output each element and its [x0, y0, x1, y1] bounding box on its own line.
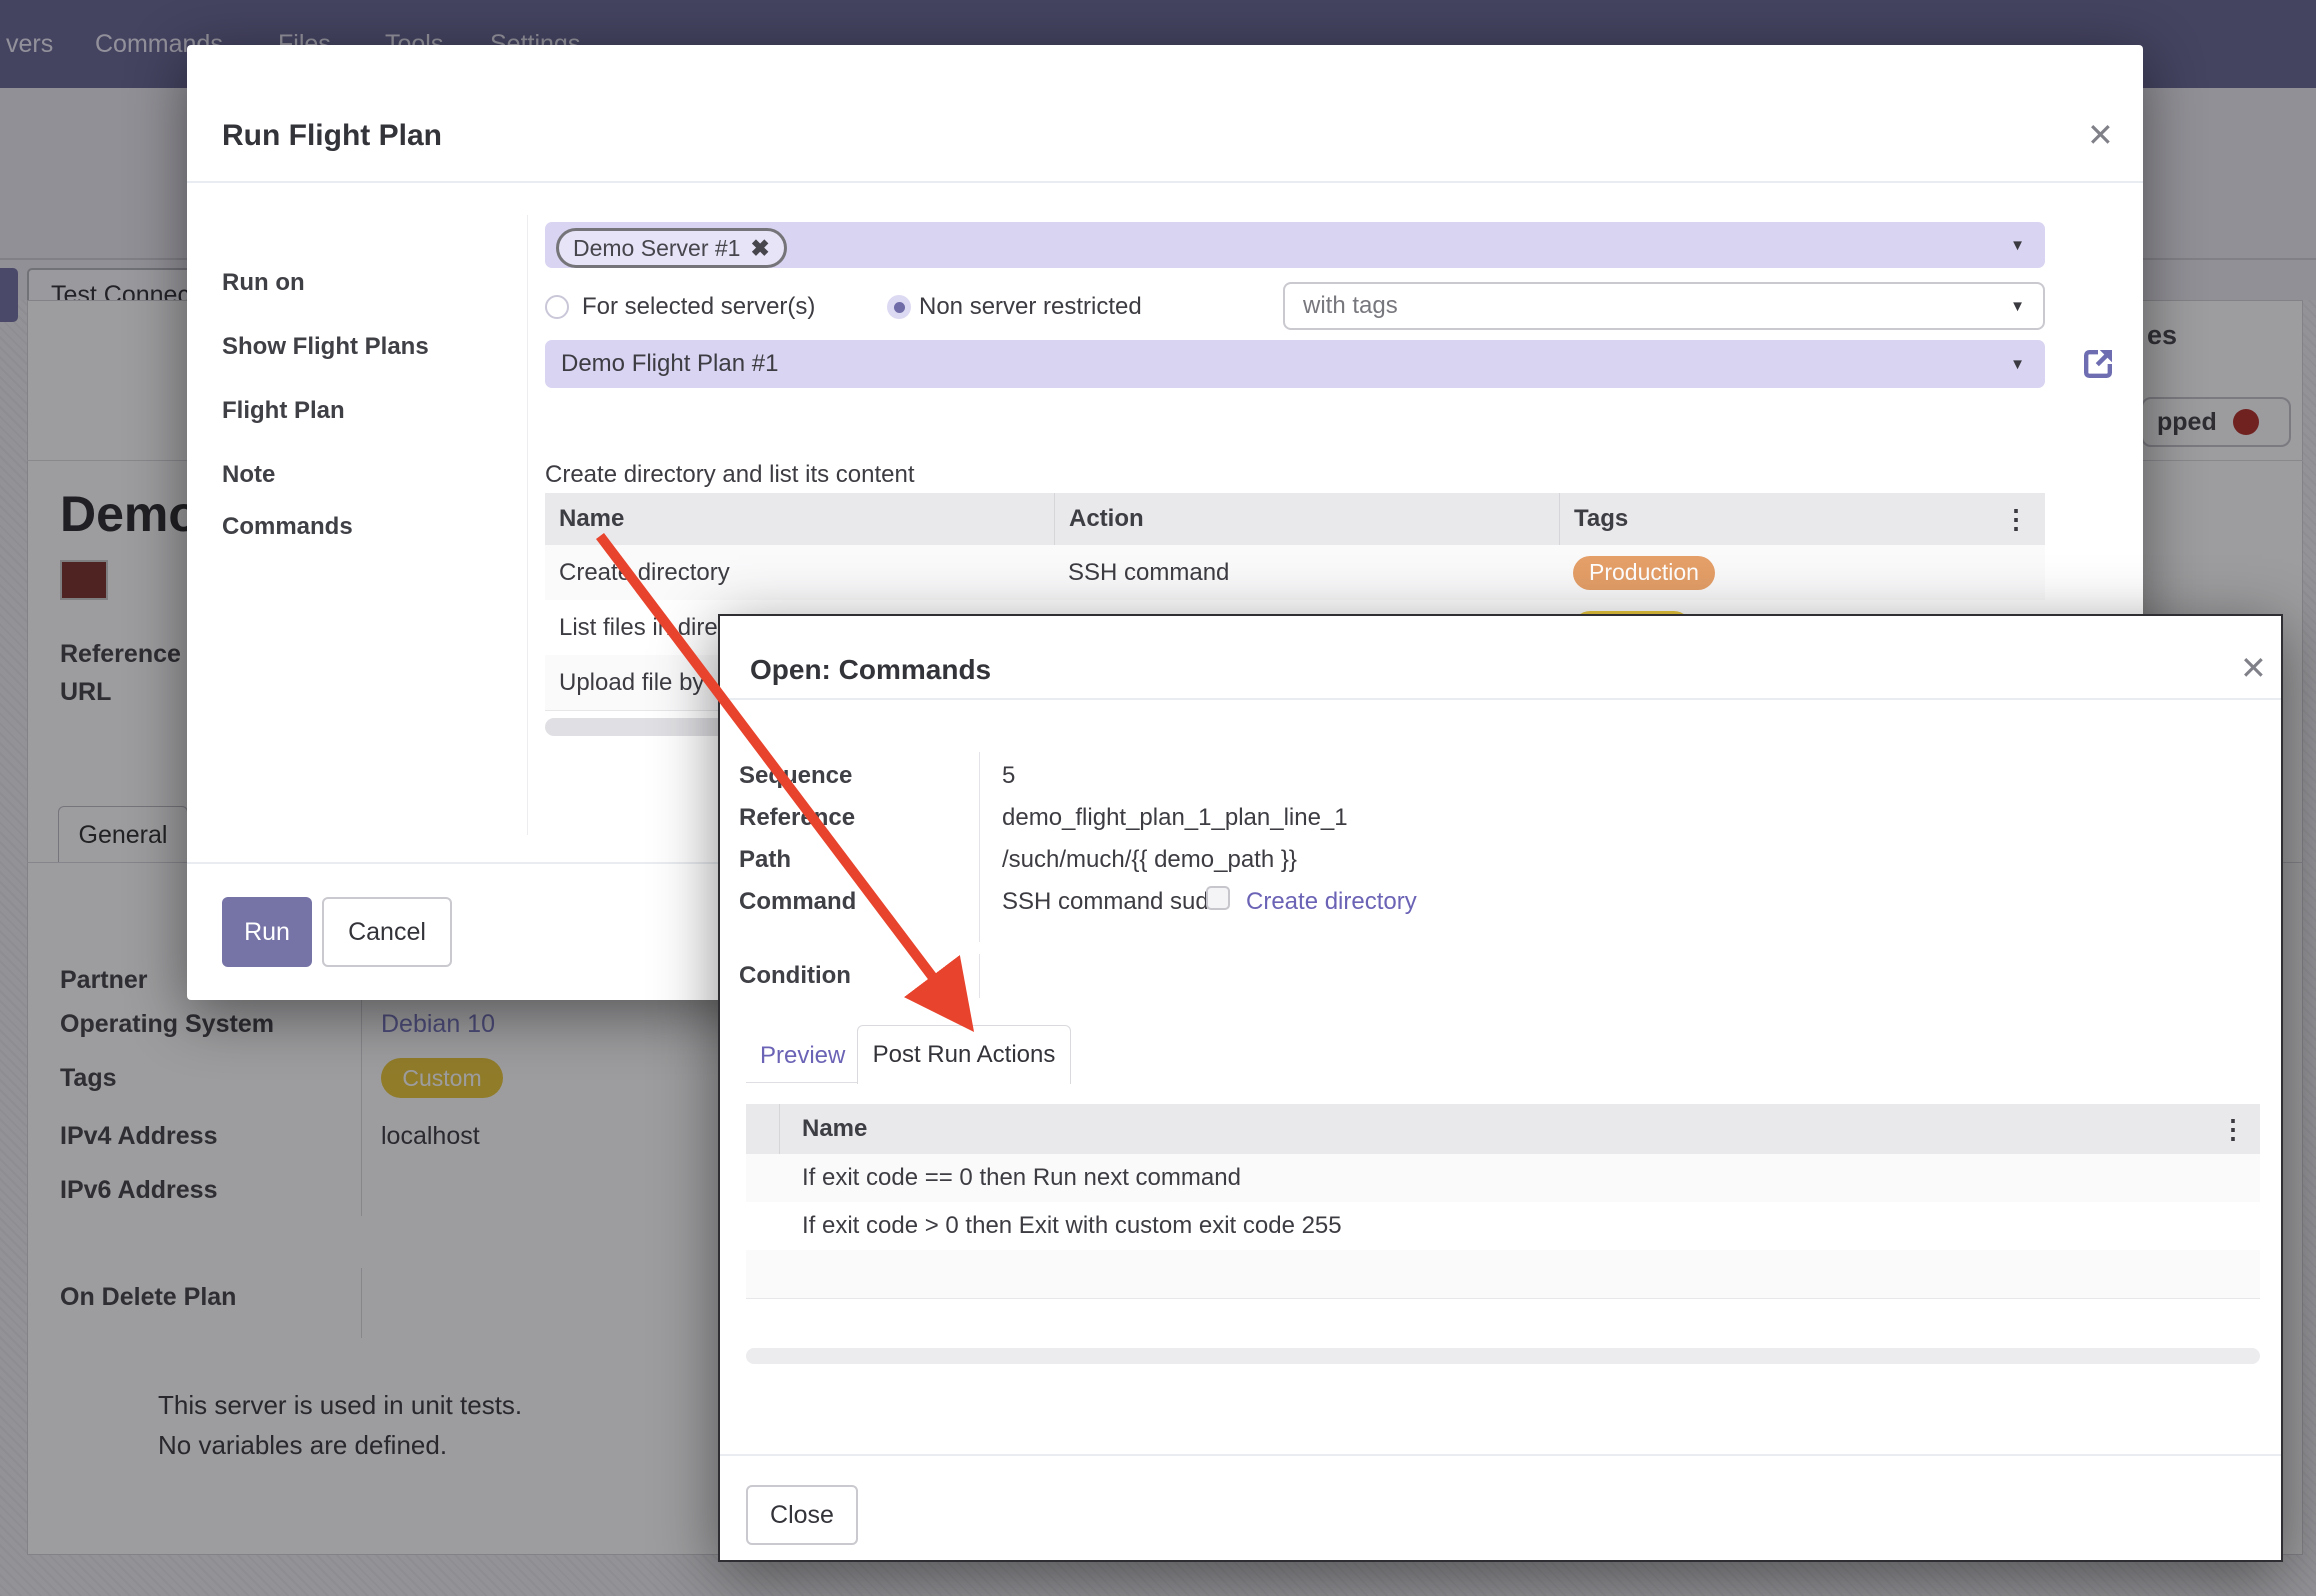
command-value: SSH command sudo [1002, 888, 1223, 915]
on-delete-plan-label: On Delete Plan [60, 1283, 237, 1311]
tab-post-run-actions[interactable]: Post Run Actions [857, 1025, 1071, 1084]
run-on-tag: Demo Server #1 ✖ [556, 228, 787, 268]
col-action[interactable]: Action [1054, 493, 1559, 545]
flight-plan-select[interactable]: Demo Flight Plan #1 ▼ [545, 340, 2045, 388]
row-handle-header-cell [746, 1104, 780, 1154]
ipv4-value: localhost [381, 1122, 480, 1150]
url-label: URL [60, 678, 112, 706]
post-run-row[interactable]: If exit code == 0 then Run next command [746, 1154, 2260, 1203]
radio-non-server-restricted-label[interactable]: Non server restricted [919, 293, 1142, 320]
field-column-separator-2 [361, 1268, 362, 1338]
status-label-fragment: pped [2157, 407, 2217, 436]
create-directory-link[interactable]: Create directory [1246, 888, 1417, 915]
run-button[interactable]: Run [222, 897, 312, 967]
optional-columns-icon[interactable]: ⋮ [2220, 1113, 2246, 1144]
ipv4-label: IPv4 Address [60, 1122, 218, 1150]
run-modal-close-icon[interactable]: ✕ [2087, 117, 2114, 153]
ipv6-label: IPv6 Address [60, 1176, 218, 1204]
path-value: /such/much/{{ demo_path }} [1002, 846, 1297, 873]
tab-preview[interactable]: Preview [760, 1042, 846, 1069]
run-modal-header-divider [187, 181, 2143, 183]
remove-tag-icon[interactable]: ✖ [750, 234, 770, 261]
command-checkbox[interactable] [1206, 886, 1230, 910]
tag-production: Production [1573, 555, 1715, 590]
partner-label: Partner [60, 966, 148, 994]
server-status-button[interactable]: pped [2141, 397, 2291, 447]
with-tags-select[interactable]: with tags ▼ [1283, 282, 2045, 330]
path-label: Path [739, 846, 792, 873]
row-name: Create directory [559, 558, 730, 586]
sequence-label: Sequence [739, 762, 853, 789]
server-title: Demo [60, 486, 199, 542]
plan-note-text: Create directory and list its content [545, 461, 915, 488]
post-run-scrollbar[interactable] [746, 1348, 2260, 1364]
post-run-row-text: If exit code > 0 then Exit with custom e… [802, 1212, 1342, 1239]
commands-table-header: Name Action Tags ⋮ [545, 493, 2045, 545]
cancel-button[interactable]: Cancel [322, 897, 452, 967]
primary-button-fragment[interactable] [0, 268, 18, 322]
unit-test-note-line1: This server is used in unit tests. [158, 1390, 523, 1420]
operating-system-value-link[interactable]: Debian 10 [381, 1010, 495, 1038]
with-tags-value: with tags [1303, 292, 1398, 319]
close-button[interactable]: Close [746, 1485, 858, 1545]
field-column-separator [361, 958, 362, 1216]
open-modal-title: Open: Commands [750, 654, 992, 685]
flight-plan-value: Demo Flight Plan #1 [561, 350, 779, 377]
dropdown-caret-icon: ▼ [2010, 297, 2025, 315]
run-on-select[interactable]: Demo Server #1 ✖ ▼ [545, 222, 2045, 268]
row-action: SSH command [1068, 558, 1230, 586]
radio-for-selected-servers-label[interactable]: For selected server(s) [582, 293, 816, 320]
open-field-separator [979, 752, 980, 942]
reference-field-value: demo_flight_plan_1_plan_line_1 [1002, 804, 1348, 831]
operating-system-label: Operating System [60, 1010, 274, 1038]
condition-separator [979, 954, 980, 998]
show-flight-plans-label: Show Flight Plans [222, 333, 429, 360]
commands-label: Commands [222, 513, 353, 540]
post-run-empty-row [746, 1250, 2260, 1299]
run-on-label: Run on [222, 269, 305, 296]
open-modal-header-divider [720, 698, 2281, 700]
radio-for-selected-servers[interactable] [545, 295, 569, 319]
color-swatch[interactable] [60, 560, 108, 600]
tags-label: Tags [60, 1064, 117, 1092]
dropdown-caret-icon: ▼ [2010, 237, 2025, 254]
tag-custom: Custom [381, 1058, 503, 1098]
post-run-row[interactable]: If exit code > 0 then Exit with custom e… [746, 1202, 2260, 1251]
command-label: Command [739, 888, 857, 915]
card-header-text-fragment: es [2147, 320, 2178, 350]
sequence-value: 5 [1002, 762, 1016, 789]
tab-general[interactable]: General [58, 806, 188, 863]
unit-test-note-line2: No variables are defined. [158, 1430, 448, 1460]
run-modal-title: Run Flight Plan [222, 119, 442, 152]
run-modal-group-separator [527, 215, 528, 835]
post-run-col-name[interactable]: Name [802, 1115, 868, 1142]
menu-item-servers[interactable]: vers [6, 30, 54, 58]
open-modal-footer-divider [720, 1454, 2281, 1456]
run-on-tag-label: Demo Server #1 [573, 234, 741, 261]
command-row[interactable]: Create directory SSH command Production [545, 545, 2045, 601]
open-modal-close-icon[interactable]: ✕ [2240, 650, 2267, 686]
post-run-row-text: If exit code == 0 then Run next command [802, 1164, 1241, 1191]
open-commands-modal: Open: Commands ✕ Sequence 5 Reference de… [718, 614, 2283, 1562]
reference-label: Reference [60, 640, 181, 668]
condition-label: Condition [739, 962, 851, 989]
note-label: Note [222, 461, 276, 488]
flight-plan-label: Flight Plan [222, 397, 345, 424]
radio-non-server-restricted[interactable] [887, 295, 911, 319]
external-link-icon[interactable] [2077, 343, 2119, 385]
reference-field-label: Reference [739, 804, 856, 831]
col-tags[interactable]: Tags [1559, 493, 2003, 545]
tab-nav-line [746, 1082, 857, 1083]
dropdown-caret-icon: ▼ [2010, 356, 2025, 373]
col-name[interactable]: Name [559, 505, 625, 532]
post-run-table-header: Name ⋮ [746, 1104, 2260, 1154]
optional-columns-icon[interactable]: ⋮ [2003, 503, 2029, 534]
status-stopped-dot-icon [2232, 409, 2259, 435]
